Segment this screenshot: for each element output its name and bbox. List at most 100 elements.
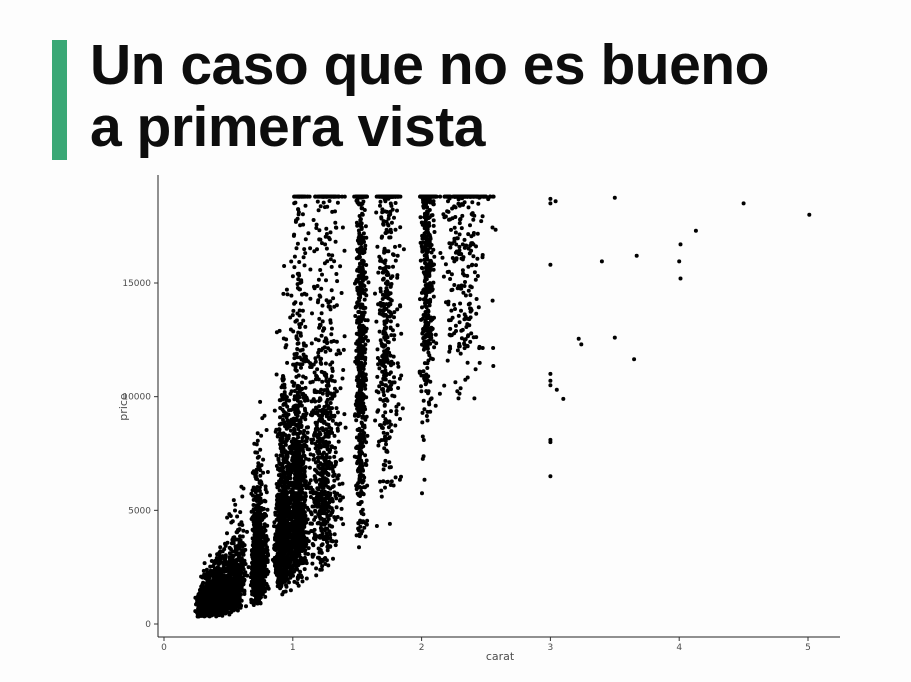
data-point [288, 391, 293, 396]
data-point [308, 267, 313, 272]
data-point [225, 540, 230, 545]
data-point [237, 522, 242, 527]
data-point [297, 389, 302, 393]
data-point [213, 578, 218, 582]
data-point [249, 509, 254, 514]
data-point [278, 446, 283, 451]
data-point [287, 398, 292, 403]
data-point [300, 522, 305, 527]
data-point [297, 273, 302, 278]
data-point [294, 545, 299, 550]
data-point [292, 301, 297, 306]
data-point [288, 499, 293, 504]
data-point [230, 537, 235, 542]
data-point [254, 534, 258, 539]
data-point [217, 561, 222, 565]
data-point [234, 530, 239, 535]
data-point [301, 560, 306, 565]
data-point [278, 431, 283, 436]
data-point [264, 428, 269, 432]
data-point [203, 585, 208, 590]
data-point [283, 512, 288, 517]
data-point [299, 575, 304, 580]
data-point [292, 381, 297, 386]
data-point [294, 351, 299, 356]
data-point [205, 571, 210, 576]
data-point [224, 560, 228, 565]
data-point [254, 530, 259, 535]
data-point [275, 564, 280, 569]
data-point [225, 578, 230, 582]
data-point [273, 537, 277, 542]
data-point [211, 564, 216, 569]
data-point [308, 246, 313, 251]
data-point [292, 356, 297, 361]
data-point [297, 442, 302, 447]
data-point [276, 457, 281, 462]
data-point [237, 598, 242, 603]
data-point [305, 430, 310, 435]
data-point [295, 567, 300, 572]
data-point [279, 385, 284, 390]
data-point [278, 498, 283, 503]
data-point [213, 608, 218, 612]
data-point [292, 194, 297, 199]
data-point [300, 502, 305, 507]
data-point [222, 557, 227, 562]
data-point [284, 470, 289, 475]
data-point [285, 478, 290, 483]
data-point [297, 507, 302, 512]
data-point [308, 521, 313, 526]
data-point [303, 203, 308, 208]
data-point [231, 498, 236, 503]
data-point [207, 596, 212, 601]
data-point [296, 462, 300, 467]
data-point [241, 528, 246, 533]
data-point [197, 591, 202, 596]
data-point [220, 596, 225, 600]
data-point [273, 558, 278, 563]
data-point [255, 477, 259, 481]
data-point [244, 604, 248, 609]
data-point [256, 551, 261, 556]
data-point [255, 438, 260, 443]
data-point [301, 453, 306, 458]
data-point [231, 581, 236, 586]
data-point [299, 365, 303, 370]
data-point [235, 608, 240, 613]
data-point [255, 450, 260, 455]
data-point [288, 509, 292, 514]
data-point [291, 502, 296, 507]
data-point [258, 447, 263, 452]
data-point [230, 563, 235, 568]
data-point [307, 465, 312, 470]
data-point [318, 268, 323, 272]
data-point [256, 464, 261, 469]
data-point [201, 568, 206, 573]
data-point [230, 519, 235, 524]
data-point [284, 343, 289, 348]
data-point [196, 614, 201, 619]
data-point [249, 517, 254, 521]
data-points [193, 194, 812, 619]
data-point [254, 539, 259, 544]
data-point [284, 569, 289, 574]
data-point [280, 525, 285, 530]
data-point [298, 430, 303, 434]
data-point [300, 308, 305, 313]
data-point [196, 610, 200, 615]
data-point [252, 545, 256, 550]
data-point [301, 194, 306, 199]
data-point [251, 493, 255, 498]
data-point [278, 531, 282, 536]
data-point [235, 514, 240, 519]
data-point [213, 590, 218, 595]
data-point [215, 612, 220, 617]
data-point [245, 529, 249, 534]
data-point [255, 601, 260, 606]
data-point [274, 427, 279, 432]
data-point [291, 308, 296, 313]
data-point [296, 559, 301, 564]
data-point [296, 583, 301, 588]
data-point [211, 573, 216, 577]
